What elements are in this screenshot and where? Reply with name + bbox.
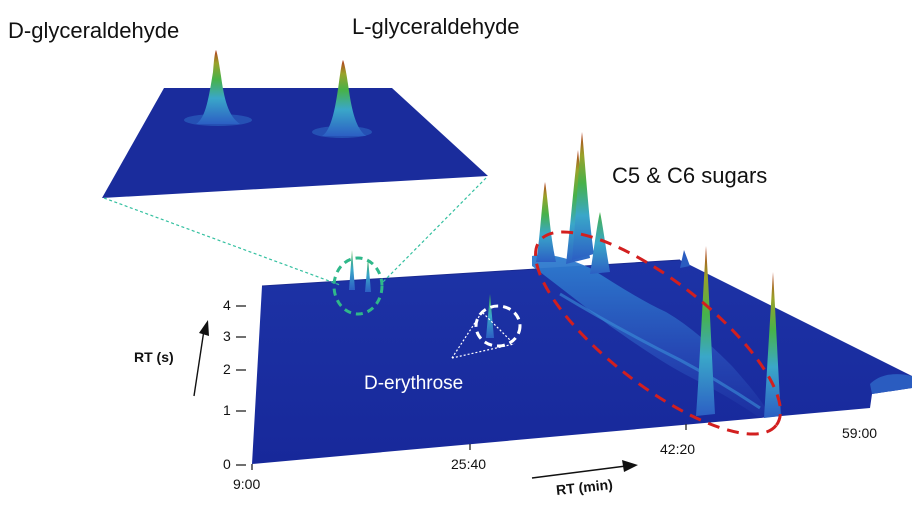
d-erythrose-pointer bbox=[451, 311, 515, 359]
y-tick-1: 1 bbox=[223, 402, 231, 418]
surface-peak-glyceraldehyde-a bbox=[349, 250, 355, 290]
sugars-ridge-lower bbox=[559, 292, 761, 410]
inset-zoom-surface bbox=[102, 88, 488, 198]
sugar-peak-7 bbox=[764, 272, 781, 418]
sugar-peak-5 bbox=[680, 250, 690, 268]
chromatogram-surface bbox=[252, 260, 912, 464]
sugar-peak-3 bbox=[572, 132, 594, 260]
label-c5-c6-sugars: C5 & C6 sugars bbox=[612, 163, 768, 188]
surface-peak-glyceraldehyde-b bbox=[365, 258, 371, 292]
x-tick-25-40: 25:40 bbox=[451, 456, 487, 472]
x-tick-42-20: 42:20 bbox=[660, 441, 696, 457]
y-axis bbox=[236, 305, 246, 466]
sugar-bump-8 bbox=[870, 374, 912, 394]
sugar-peak-6 bbox=[696, 246, 715, 416]
y-axis-title: RT (s) bbox=[134, 349, 174, 365]
x-tick-9-00: 9:00 bbox=[233, 476, 261, 492]
y-tick-2: 2 bbox=[223, 361, 231, 377]
green-highlight-circle bbox=[332, 256, 384, 316]
x-tick-59-00: 59:00 bbox=[842, 425, 878, 441]
y-tick-0: 0 bbox=[223, 456, 231, 472]
surface-peak-d-erythrose bbox=[486, 294, 494, 338]
sugar-peak-1 bbox=[536, 182, 556, 262]
label-d-glyceraldehyde: D-glyceraldehyde bbox=[8, 18, 180, 43]
x-axis bbox=[251, 424, 687, 470]
label-l-glyceraldehyde: L-glyceraldehyde bbox=[352, 14, 520, 39]
white-highlight-circle bbox=[474, 304, 522, 348]
label-d-erythrose: D-erythrose bbox=[364, 373, 464, 394]
inset-peak-l-glyceraldehyde bbox=[312, 60, 372, 138]
sugar-peak-4 bbox=[590, 212, 610, 274]
red-highlight-ellipse bbox=[534, 230, 782, 436]
y-tick-3: 3 bbox=[223, 328, 231, 344]
zoom-guide-left bbox=[103, 197, 341, 286]
zoom-guide-right bbox=[381, 177, 487, 284]
inset-peak-d-glyceraldehyde bbox=[184, 50, 252, 126]
x-axis-arrow bbox=[531, 460, 638, 479]
y-axis-arrow bbox=[193, 320, 209, 397]
y-tick-4: 4 bbox=[223, 297, 231, 313]
